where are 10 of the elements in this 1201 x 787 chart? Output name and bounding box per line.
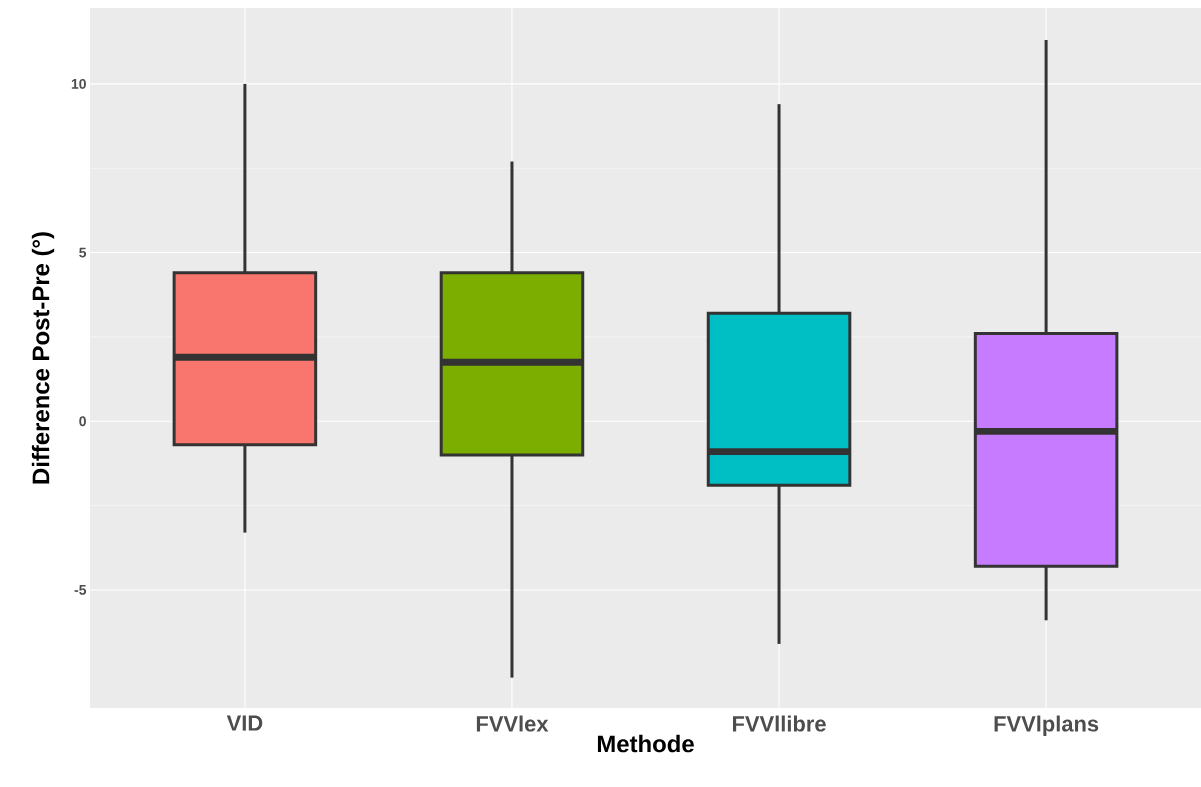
y-tick-label: -5 [74, 585, 87, 595]
y-axis-title: Difference Post-Pre (°) [31, 232, 55, 484]
y-tick-label: 0 [79, 416, 86, 427]
y-tick-label: 5 [79, 247, 87, 258]
y-tick-label: 10 [71, 78, 86, 89]
x-axis-title: Methode [597, 734, 694, 753]
x-tick-label: FVVllibre [733, 715, 826, 732]
x-tick-label: FVVlplans [994, 715, 1099, 736]
x-tick-label: FVVlex [476, 715, 549, 732]
x-tick-label: VID [226, 715, 263, 731]
